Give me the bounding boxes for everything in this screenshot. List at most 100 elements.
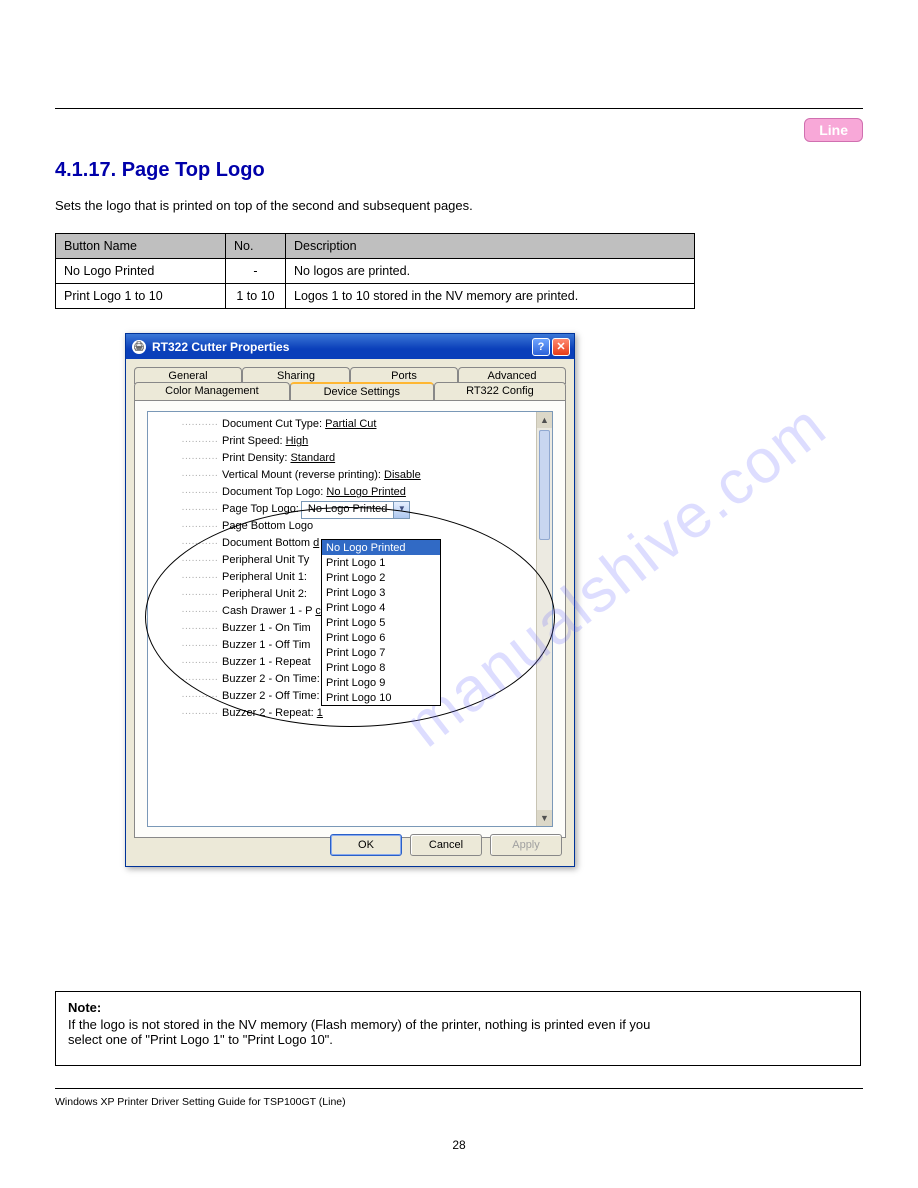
tab-color-management[interactable]: Color Management [134, 382, 290, 400]
col-header-name: Button Name [56, 234, 226, 259]
dropdown-option[interactable]: Print Logo 2 [322, 570, 440, 585]
col-header-desc: Description [286, 234, 695, 259]
dialog-titlebar[interactable]: 🖨 RT322 Cutter Properties ? ✕ [126, 334, 574, 359]
tree-item-label: Peripheral Unit 1: [222, 570, 307, 584]
combo-value: No Logo Printed [302, 502, 394, 516]
scroll-up-icon[interactable]: ▲ [537, 412, 552, 428]
scroll-thumb[interactable] [539, 430, 550, 540]
tree-item-label: Document Bottom d [222, 536, 319, 550]
tree-branch-icon: ··········· [148, 537, 222, 550]
section-title: 4.1.17. Page Top Logo [55, 159, 863, 182]
page-number: 28 [0, 1138, 918, 1152]
tree-item-label: Peripheral Unit 2: [222, 587, 307, 601]
tree-branch-icon: ··········· [148, 452, 222, 465]
tree-row[interactable]: ···········Vertical Mount (reverse print… [148, 467, 552, 484]
tree-row[interactable]: ···········Document Top Logo: No Logo Pr… [148, 484, 552, 501]
tree-item-label: Buzzer 1 - Repeat [222, 655, 311, 669]
properties-dialog: 🖨 RT322 Cutter Properties ? ✕ General Sh… [125, 333, 575, 867]
tree-row[interactable]: ···········Buzzer 2 - Repeat: 1 [148, 705, 552, 722]
dropdown-option[interactable]: Print Logo 3 [322, 585, 440, 600]
tree-item-label: Buzzer 1 - On Tim [222, 621, 311, 635]
tree-item-label: Buzzer 2 - Repeat: 1 [222, 706, 323, 720]
note-line: If the logo is not stored in the NV memo… [68, 1017, 848, 1032]
dropdown-option[interactable]: Print Logo 7 [322, 645, 440, 660]
table-row: No Logo Printed - No logos are printed. [56, 259, 695, 284]
page-top-logo-combo[interactable]: No Logo Printed▼ [301, 501, 411, 519]
tree-branch-icon: ··········· [148, 605, 222, 618]
section-description: Sets the logo that is printed on top of … [55, 198, 863, 213]
tree-branch-icon: ··········· [148, 639, 222, 652]
tree-item-value[interactable]: High [286, 435, 309, 447]
col-header-no: No. [226, 234, 286, 259]
tree-branch-icon: ··········· [148, 554, 222, 567]
tree-item-value[interactable]: Partial Cut [325, 418, 376, 430]
tree-row[interactable]: ···········Print Speed: High [148, 433, 552, 450]
tree-item-label: Page Top Logo: [222, 502, 299, 516]
ok-button[interactable]: OK [330, 834, 402, 856]
tree-item-label: Peripheral Unit Ty [222, 553, 309, 567]
tree-item-label: Document Top Logo: No Logo Printed [222, 485, 406, 499]
tree-item-value[interactable]: Disable [384, 469, 421, 481]
tree-branch-icon: ··········· [148, 418, 222, 431]
scrollbar[interactable]: ▲ ▼ [536, 412, 552, 826]
note-heading: Note: [68, 1000, 848, 1015]
tree-row[interactable]: ···········Document Cut Type: Partial Cu… [148, 416, 552, 433]
dropdown-option[interactable]: No Logo Printed [322, 540, 440, 555]
page-top-logo-dropdown[interactable]: No Logo PrintedPrint Logo 1Print Logo 2P… [321, 539, 441, 706]
tree-branch-icon: ··········· [148, 571, 222, 584]
dialog-title: RT322 Cutter Properties [152, 340, 530, 354]
dropdown-option[interactable]: Print Logo 1 [322, 555, 440, 570]
settings-tree: ···········Document Cut Type: Partial Cu… [147, 411, 553, 827]
help-button[interactable]: ? [532, 338, 550, 356]
tab-device-settings[interactable]: Device Settings [290, 382, 434, 400]
header-divider [55, 108, 863, 109]
tree-branch-icon: ··········· [148, 435, 222, 448]
tree-branch-icon: ··········· [148, 503, 222, 516]
tree-branch-icon: ··········· [148, 690, 222, 703]
tree-branch-icon: ··········· [148, 622, 222, 635]
table-row: Print Logo 1 to 10 1 to 10 Logos 1 to 10… [56, 284, 695, 309]
close-icon: ✕ [556, 340, 565, 353]
tree-row[interactable]: ···········Print Density: Standard [148, 450, 552, 467]
tree-item-value[interactable]: 1 [317, 707, 323, 719]
apply-button[interactable]: Apply [490, 834, 562, 856]
dropdown-option[interactable]: Print Logo 5 [322, 615, 440, 630]
tree-item-value[interactable]: No Logo Printed [326, 486, 406, 498]
note-line: select one of "Print Logo 1" to "Print L… [68, 1032, 848, 1047]
note-box: Note: If the logo is not stored in the N… [55, 991, 861, 1066]
chevron-down-icon[interactable]: ▼ [393, 502, 409, 518]
tree-branch-icon: ··········· [148, 588, 222, 601]
cancel-button[interactable]: Cancel [410, 834, 482, 856]
tree-item-value[interactable]: d [313, 537, 319, 549]
footer-divider [55, 1088, 863, 1089]
tab-panel: ···········Document Cut Type: Partial Cu… [134, 400, 566, 838]
options-table: Button Name No. Description No Logo Prin… [55, 233, 695, 309]
dropdown-option[interactable]: Print Logo 4 [322, 600, 440, 615]
footer-text: Windows XP Printer Driver Setting Guide … [55, 1096, 346, 1108]
tree-item-label: Page Bottom Logo [222, 519, 313, 533]
tree-branch-icon: ··········· [148, 520, 222, 533]
dropdown-option[interactable]: Print Logo 8 [322, 660, 440, 675]
dropdown-option[interactable]: Print Logo 10 [322, 690, 440, 705]
printer-icon: 🖨 [132, 340, 146, 354]
tree-item-label: Buzzer 1 - Off Tim [222, 638, 310, 652]
tree-branch-icon: ··········· [148, 486, 222, 499]
tree-branch-icon: ··········· [148, 707, 222, 720]
tree-item-label: Print Speed: High [222, 434, 308, 448]
dropdown-option[interactable]: Print Logo 6 [322, 630, 440, 645]
tree-row[interactable]: ···········Page Top Logo: No Logo Printe… [148, 501, 552, 518]
close-button[interactable]: ✕ [552, 338, 570, 356]
tab-rt322-config[interactable]: RT322 Config [434, 382, 566, 400]
tree-branch-icon: ··········· [148, 673, 222, 686]
table-header-row: Button Name No. Description [56, 234, 695, 259]
line-mode-badge: Line [804, 118, 863, 142]
dropdown-option[interactable]: Print Logo 9 [322, 675, 440, 690]
tree-row[interactable]: ···········Page Bottom Logo [148, 518, 552, 535]
scroll-down-icon[interactable]: ▼ [537, 810, 552, 826]
tree-item-label: Document Cut Type: Partial Cut [222, 417, 376, 431]
tree-branch-icon: ··········· [148, 656, 222, 669]
tree-branch-icon: ··········· [148, 469, 222, 482]
tree-item-label: Vertical Mount (reverse printing): Disab… [222, 468, 421, 482]
tree-item-label: Print Density: Standard [222, 451, 335, 465]
tree-item-value[interactable]: Standard [290, 452, 335, 464]
